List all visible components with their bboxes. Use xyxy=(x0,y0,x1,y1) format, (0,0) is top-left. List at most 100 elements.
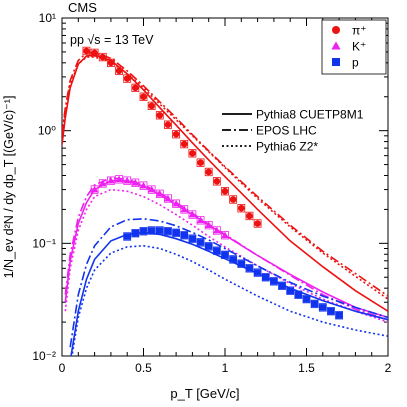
data-point xyxy=(270,278,278,285)
error-box xyxy=(245,264,254,273)
axis-ticks: 0 0.5 1 1.5 2 10⁻² 10⁻¹ 10⁰ 10¹ xyxy=(32,11,391,375)
data-point xyxy=(140,93,147,101)
error-box xyxy=(180,231,189,240)
model-curve-dotted xyxy=(62,56,388,300)
error-box xyxy=(139,92,148,101)
model-curve-dashdot xyxy=(64,177,388,321)
error-box xyxy=(164,227,172,236)
error-box xyxy=(253,219,262,228)
data-point xyxy=(107,59,115,67)
legend-label: p xyxy=(352,56,359,70)
data-point xyxy=(172,229,180,237)
error-box xyxy=(302,294,311,304)
data-point xyxy=(335,311,343,319)
error-box xyxy=(212,246,221,255)
data-point xyxy=(189,235,196,242)
data-point xyxy=(254,220,261,227)
error-box xyxy=(115,66,123,75)
data-point xyxy=(229,196,237,203)
data-point xyxy=(91,49,98,57)
data-point xyxy=(98,179,107,187)
model-curve-dotted xyxy=(64,188,388,323)
data-point xyxy=(140,227,147,235)
data-point xyxy=(327,307,335,315)
model-curve-dashdot xyxy=(69,217,388,348)
error-box xyxy=(164,120,172,129)
error-box xyxy=(188,149,197,158)
error-box xyxy=(155,226,164,235)
data-point xyxy=(164,121,172,128)
x-tick-label: 0.5 xyxy=(135,361,152,375)
data-point xyxy=(229,256,237,263)
error-box xyxy=(310,299,319,309)
y-tick-label: 10¹ xyxy=(39,11,56,25)
legend-model-label: EPOS LHC xyxy=(256,124,317,138)
error-box xyxy=(131,229,140,238)
data-point xyxy=(148,102,155,110)
error-box xyxy=(131,83,140,92)
legend-label: π⁺ xyxy=(352,24,367,38)
data-point xyxy=(238,204,245,212)
data-points xyxy=(82,46,344,320)
model-curve-solid xyxy=(64,179,388,319)
data-point xyxy=(311,300,318,308)
error-box xyxy=(90,48,99,58)
x-axis-label: p_T [GeV/c] xyxy=(170,386,239,401)
data-point xyxy=(147,185,156,193)
data-point xyxy=(156,190,164,197)
data-point xyxy=(148,227,155,234)
y-tick-label: 10⁰ xyxy=(38,124,56,138)
data-point xyxy=(286,287,294,294)
model-curves xyxy=(62,52,388,356)
legend-marker-triangle xyxy=(331,41,341,50)
error-box xyxy=(204,167,213,177)
error-box xyxy=(335,311,344,320)
error-box xyxy=(172,130,181,139)
y-axis-label: 1/N_ev d²N / dy dp_T [(GeV/c)⁻¹] xyxy=(2,96,16,279)
data-point xyxy=(197,239,204,246)
data-point xyxy=(172,199,180,207)
data-point xyxy=(156,227,164,234)
legend-model-label: Pythia8 CUETP8M1 xyxy=(256,108,364,122)
error-box xyxy=(155,111,164,120)
data-point xyxy=(115,175,123,183)
energy-label: pp √s = 13 TeV xyxy=(70,33,154,47)
error-box xyxy=(107,58,115,68)
error-box xyxy=(188,234,197,243)
data-point xyxy=(188,210,197,218)
data-point xyxy=(172,130,180,138)
data-point xyxy=(83,47,90,55)
data-point xyxy=(132,84,139,92)
data-point xyxy=(180,231,188,239)
error-box xyxy=(204,242,213,251)
data-point xyxy=(221,251,229,259)
data-point xyxy=(213,247,221,255)
error-box xyxy=(278,281,286,290)
error-box xyxy=(245,211,254,221)
error-box xyxy=(180,139,189,149)
data-point xyxy=(115,67,123,75)
data-point xyxy=(246,212,253,220)
error-box xyxy=(172,228,181,237)
error-box xyxy=(318,303,327,312)
data-point xyxy=(196,216,205,224)
data-point xyxy=(278,282,286,290)
error-box xyxy=(212,177,221,186)
data-point xyxy=(246,265,253,272)
error-box xyxy=(147,101,156,111)
error-box xyxy=(221,250,229,260)
data-point xyxy=(90,185,99,193)
data-point xyxy=(180,140,188,148)
data-point xyxy=(180,205,189,213)
data-point xyxy=(262,273,270,281)
x-tick-label: 1.5 xyxy=(298,361,315,375)
model-curve-solid xyxy=(70,231,388,356)
y-tick-label: 10⁻¹ xyxy=(32,236,56,250)
x-tick-label: 1 xyxy=(222,361,229,375)
legends: π⁺ K⁺ p Pythia8 CUETP8M1 EPOS LHC Pythia6 Z2* xyxy=(222,19,387,154)
data-point xyxy=(295,291,302,299)
data-point xyxy=(99,53,107,61)
data-point xyxy=(221,231,229,239)
data-point xyxy=(123,233,131,240)
